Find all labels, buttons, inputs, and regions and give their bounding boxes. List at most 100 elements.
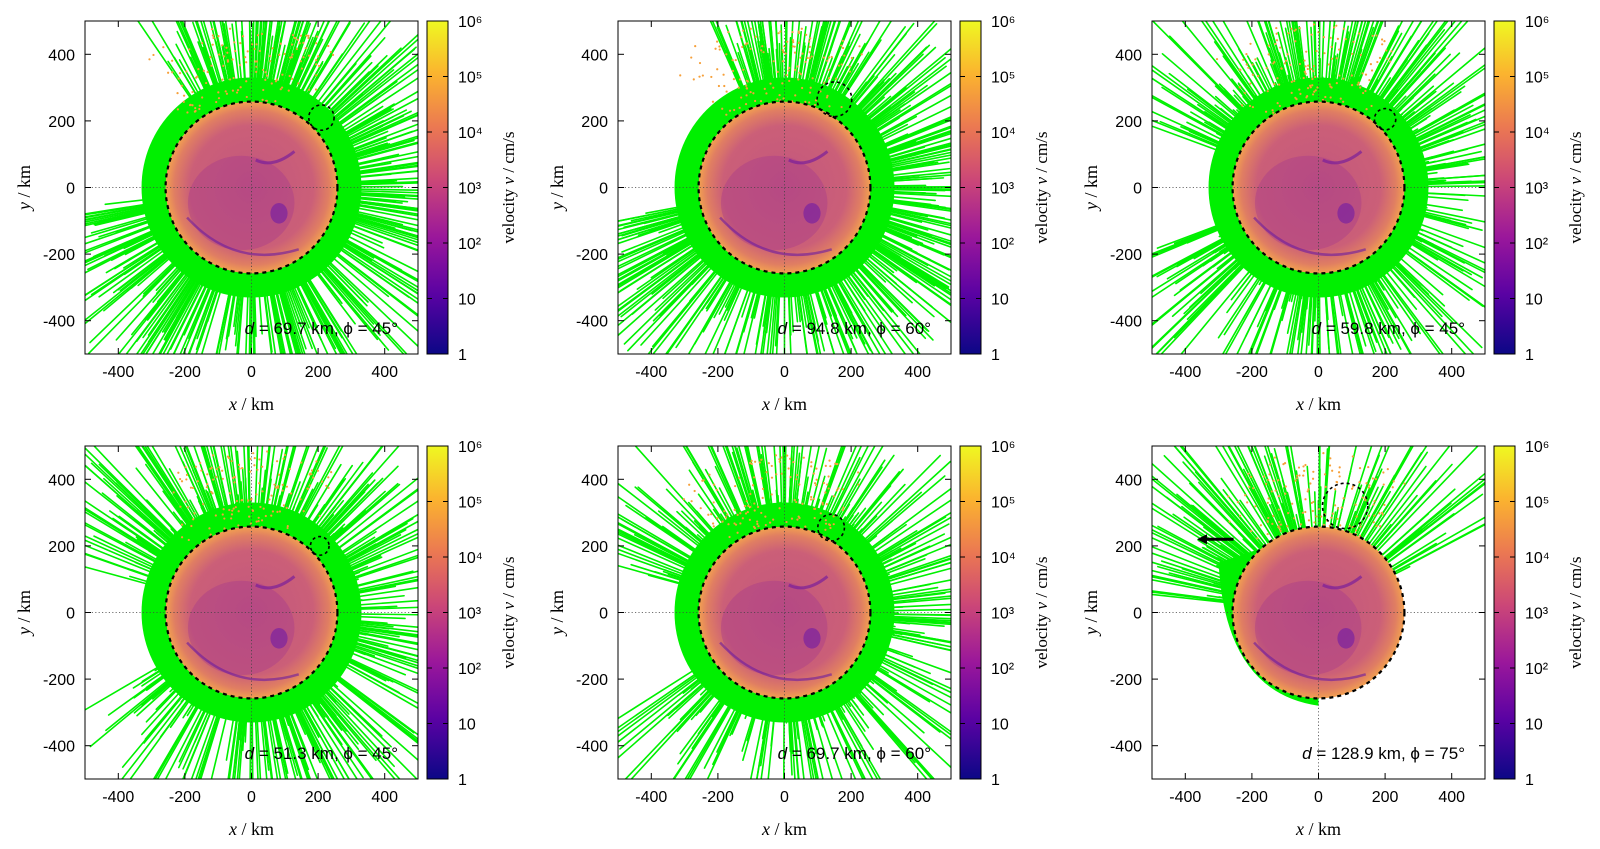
y-tick-label: -200 — [1110, 672, 1142, 689]
colorbar-tick-label: 10⁵ — [1525, 495, 1549, 512]
x-axis-unit: / km — [237, 819, 274, 839]
colorbar-label-suffix: / cm/s — [1032, 132, 1051, 177]
y-tick-label: -200 — [1110, 247, 1142, 264]
x-tick-label: 400 — [904, 789, 931, 806]
annotation-d-value: = 128.9 km, — [1312, 744, 1411, 763]
y-axis-unit: / km — [1081, 590, 1101, 627]
y-tick-label: 0 — [1133, 606, 1142, 623]
moonlet-outline-circle — [1321, 482, 1369, 530]
colorbar-tick-label: 10⁶ — [458, 14, 482, 31]
annotation-d-variable: d — [245, 319, 255, 338]
annotation-d-value: = 59.8 km, — [1321, 319, 1410, 338]
x-tick-label: 200 — [838, 364, 865, 381]
colorbar-tick-label: 10 — [991, 717, 1009, 734]
y-axis-label: y / km — [1081, 165, 1101, 212]
x-tick-label: 200 — [305, 364, 332, 381]
y-tick-label: 200 — [48, 114, 75, 131]
x-axis-label: x / km — [761, 394, 807, 414]
panel-annotation: d = 128.9 km, ϕ = 75° — [1302, 744, 1465, 763]
y-tick-label: 200 — [48, 539, 75, 556]
y-tick-label: 200 — [1115, 114, 1142, 131]
x-tick-label: 400 — [1438, 364, 1465, 381]
primary-body — [1232, 101, 1405, 274]
x-axis-variable: x — [1295, 819, 1304, 839]
x-tick-label: 400 — [371, 364, 398, 381]
y-tick-label: 400 — [1115, 47, 1142, 64]
body-outline-circle — [697, 525, 872, 700]
colorbar-tick-label: 10³ — [1525, 181, 1549, 198]
y-axis-unit: / km — [14, 165, 34, 202]
panel-annotation: d = 69.7 km, ϕ = 45° — [245, 319, 398, 338]
colorbar-label-suffix: / cm/s — [499, 132, 518, 177]
x-tick-label: 0 — [1314, 789, 1323, 806]
colorbar-label-variable: v — [499, 176, 518, 184]
x-axis-unit: / km — [1304, 819, 1341, 839]
y-axis-unit: / km — [547, 590, 567, 627]
colorbar-tick-label: 10⁴ — [1525, 550, 1550, 567]
colorbar-tick-label: 10⁶ — [1525, 14, 1549, 31]
x-tick-label: -200 — [702, 364, 734, 381]
colorbar-tick-label: 10² — [458, 236, 482, 253]
x-axis-label: x / km — [1295, 819, 1341, 839]
colorbar-tick-label: 10² — [991, 661, 1015, 678]
x-tick-label: 0 — [247, 364, 256, 381]
colorbar-tick-label: 1 — [458, 772, 467, 789]
y-tick-label: 400 — [581, 47, 608, 64]
x-tick-label: 200 — [305, 789, 332, 806]
y-axis-label: y / km — [547, 590, 567, 637]
x-axis-variable: x — [761, 394, 770, 414]
colorbar-label: velocity v / cm/s — [499, 132, 518, 244]
x-axis-label: x / km — [228, 394, 274, 414]
debris-particles — [148, 27, 335, 114]
x-axis-unit: / km — [770, 819, 807, 839]
x-axis-variable: x — [228, 819, 237, 839]
y-axis-variable: y — [1081, 627, 1101, 637]
y-tick-label: 200 — [1115, 539, 1142, 556]
x-tick-label: 0 — [780, 364, 789, 381]
colorbar: 1 10 10² 10³ 10⁴ 10⁵ 10⁶ velocity v / cm/s — [959, 439, 1051, 789]
annotation-d-variable: d — [778, 744, 788, 763]
body-outline-circle — [1231, 100, 1406, 275]
colorbar-tick-label: 10⁵ — [1525, 70, 1549, 87]
colorbar-label-prefix: velocity — [1032, 609, 1051, 668]
colorbar-tick-label: 10⁴ — [1525, 125, 1550, 142]
y-tick-label: 0 — [599, 606, 608, 623]
body-outline-circle — [1231, 525, 1406, 700]
x-axis-label: x / km — [228, 819, 274, 839]
colorbar: 1 10 10² 10³ 10⁴ 10⁵ 10⁶ velocity v / cm/s — [426, 439, 518, 789]
annotation-d-value: = 94.8 km, — [787, 319, 876, 338]
y-axis-unit: / km — [14, 590, 34, 627]
x-tick-label: -400 — [1169, 789, 1201, 806]
y-tick-label: 400 — [1115, 472, 1142, 489]
y-tick-label: -400 — [576, 314, 608, 331]
moonlet-outline-circle — [1373, 107, 1397, 131]
x-tick-label: -400 — [102, 789, 134, 806]
colorbar-tick-label: 10² — [991, 236, 1015, 253]
colorbar-label-variable: v — [1566, 176, 1585, 184]
colorbar-label-variable: v — [499, 601, 518, 609]
x-tick-label: 0 — [1314, 364, 1323, 381]
x-tick-label: 400 — [1438, 789, 1465, 806]
y-tick-label: 200 — [581, 539, 608, 556]
moonlet-outline-circle — [309, 535, 330, 557]
annotation-phi-value: ϕ = 60° — [876, 744, 931, 763]
y-axis-label: y / km — [14, 590, 34, 637]
colorbar-label-suffix: / cm/s — [1566, 557, 1585, 602]
y-tick-label: -400 — [1110, 739, 1142, 756]
colorbar-tick-label: 10³ — [458, 181, 482, 198]
y-tick-label: 0 — [66, 606, 75, 623]
body-outline-circle — [164, 100, 339, 275]
annotation-d-value: = 69.7 km, — [254, 319, 343, 338]
body-outline-circle — [164, 525, 339, 700]
colorbar-tick-label: 10⁵ — [991, 495, 1015, 512]
y-tick-label: -200 — [43, 672, 75, 689]
colorbar: 1 10 10² 10³ 10⁴ 10⁵ 10⁶ velocity v / cm/s — [1493, 14, 1585, 364]
x-tick-label: -200 — [169, 789, 201, 806]
debris-particles — [172, 450, 333, 544]
colorbar: 1 10 10² 10³ 10⁴ 10⁵ 10⁶ velocity v / cm/s — [959, 14, 1051, 364]
debris-particles — [1227, 452, 1406, 540]
